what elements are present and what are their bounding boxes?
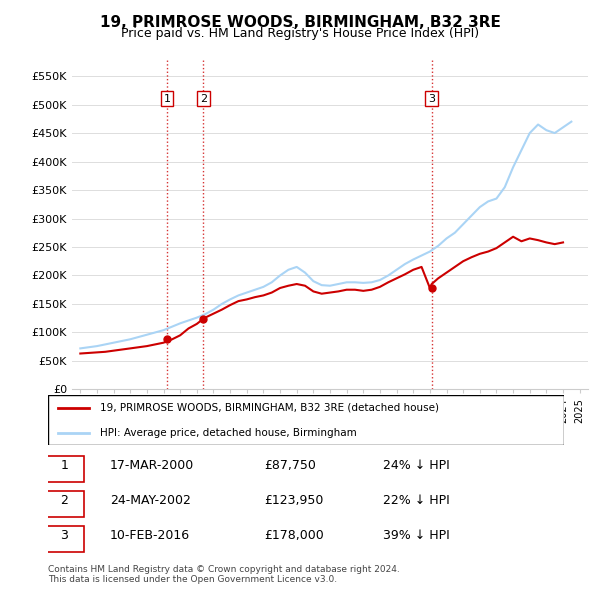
Text: 10-FEB-2016: 10-FEB-2016 (110, 529, 190, 542)
Text: 2: 2 (200, 94, 207, 104)
Text: 39% ↓ HPI: 39% ↓ HPI (383, 529, 450, 542)
Text: £87,750: £87,750 (265, 460, 317, 473)
FancyBboxPatch shape (46, 491, 84, 517)
FancyBboxPatch shape (48, 395, 564, 445)
Text: 22% ↓ HPI: 22% ↓ HPI (383, 494, 450, 507)
Text: Contains HM Land Registry data © Crown copyright and database right 2024.
This d: Contains HM Land Registry data © Crown c… (48, 565, 400, 584)
Text: 3: 3 (428, 94, 435, 104)
Text: 17-MAR-2000: 17-MAR-2000 (110, 460, 194, 473)
Text: 24% ↓ HPI: 24% ↓ HPI (383, 460, 450, 473)
Text: 3: 3 (61, 529, 68, 542)
Text: 19, PRIMROSE WOODS, BIRMINGHAM, B32 3RE: 19, PRIMROSE WOODS, BIRMINGHAM, B32 3RE (100, 15, 500, 30)
FancyBboxPatch shape (46, 456, 84, 482)
Text: 1: 1 (164, 94, 170, 104)
Text: 19, PRIMROSE WOODS, BIRMINGHAM, B32 3RE (detached house): 19, PRIMROSE WOODS, BIRMINGHAM, B32 3RE … (100, 403, 439, 413)
Text: £123,950: £123,950 (265, 494, 324, 507)
FancyBboxPatch shape (46, 526, 84, 552)
Text: 1: 1 (61, 460, 68, 473)
Text: £178,000: £178,000 (265, 529, 325, 542)
Text: Price paid vs. HM Land Registry's House Price Index (HPI): Price paid vs. HM Land Registry's House … (121, 27, 479, 40)
Text: 2: 2 (61, 494, 68, 507)
Text: 24-MAY-2002: 24-MAY-2002 (110, 494, 191, 507)
Text: HPI: Average price, detached house, Birmingham: HPI: Average price, detached house, Birm… (100, 428, 356, 438)
